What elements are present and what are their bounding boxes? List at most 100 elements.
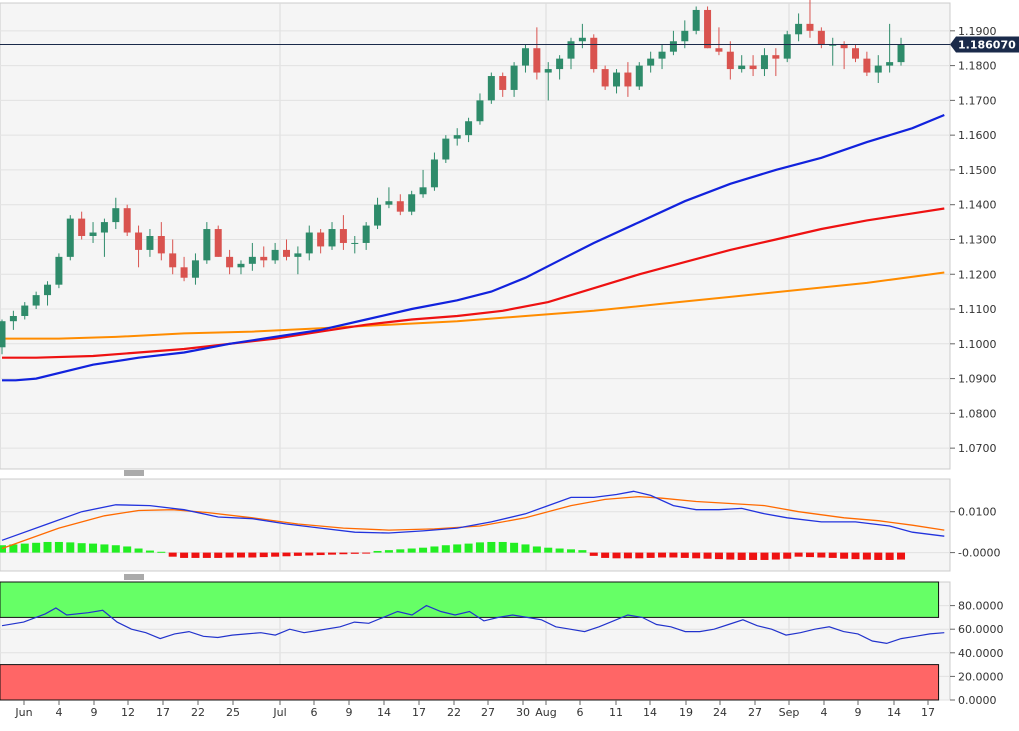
macd-hist-bar [612, 552, 621, 559]
candle-body [191, 260, 199, 278]
candle [271, 242, 279, 264]
macd-hist-bar [555, 548, 564, 553]
candle [203, 222, 211, 264]
candle-body [544, 69, 552, 73]
macd-grid [0, 479, 950, 571]
candle-body [294, 253, 302, 257]
macd-hist-bar [760, 552, 769, 560]
macd-hist-bar [851, 552, 860, 560]
x-tick-label: 4 [821, 706, 828, 719]
candle [487, 72, 495, 104]
candle [556, 55, 564, 80]
macd-hist-bar [840, 552, 849, 559]
candle [44, 281, 52, 306]
price-panel-bg [0, 2, 951, 470]
panel-resize-handle-1[interactable] [124, 470, 144, 476]
candle-body [681, 30, 689, 42]
macd-lines [1, 490, 945, 550]
candle-body [567, 41, 575, 59]
rsi-tick-label: 20.0000 [958, 670, 1004, 683]
candle-body [396, 201, 404, 212]
candle-body [601, 69, 609, 87]
candle [112, 197, 120, 230]
macd-hist-bar [54, 541, 63, 553]
date-x-axis: Jun 4 9 12 17 22 25 Jul 6 9 14 17 22 27 30 Aug 6 11 14 19 24… [14, 700, 935, 719]
candle [840, 41, 848, 70]
macd-hist-bar [453, 544, 462, 553]
candle-body [442, 138, 450, 160]
candle [9, 310, 17, 330]
candle-body [715, 48, 723, 52]
candle-body [533, 48, 541, 73]
macd-hist-bar [180, 552, 189, 558]
candle-body [487, 76, 495, 101]
candle [305, 225, 313, 261]
x-tick-label: 17 [412, 706, 426, 719]
x-tick-label: 14 [377, 706, 391, 719]
macd-hist-bar [669, 552, 678, 558]
macd-hist-bar [794, 552, 803, 557]
sma100-line [2, 207, 945, 359]
x-tick-label: 22 [191, 706, 205, 719]
candle [521, 44, 529, 73]
macd-hist-bar [623, 552, 632, 559]
x-tick-label: 14 [643, 706, 657, 719]
x-tick-label: 9 [346, 706, 353, 719]
price-tick-label: 1.1400 [958, 199, 997, 212]
price-tick-label: 1.1800 [958, 60, 997, 73]
candle [442, 135, 450, 163]
x-tick-label: 4 [56, 706, 63, 719]
macd-hist-bar [316, 552, 325, 556]
candle [806, 0, 814, 38]
candle-body [339, 229, 347, 243]
candle [897, 37, 905, 66]
candle [180, 256, 188, 282]
candle [772, 48, 780, 77]
candle-body [385, 201, 393, 205]
macd-hist-bar [589, 552, 598, 556]
macd-hist-bar [635, 552, 644, 559]
candle-body [829, 44, 837, 46]
candle [738, 55, 746, 73]
candle [430, 152, 438, 191]
sma50-line [2, 113, 945, 382]
candle [647, 51, 655, 73]
rsi-tick-label: 0.0000 [958, 694, 997, 707]
candle [453, 128, 461, 146]
candle-body [897, 44, 905, 63]
macd-hist-bar [362, 552, 371, 554]
candle-body [317, 232, 325, 247]
macd-hist-bar [168, 552, 177, 557]
candle [419, 169, 427, 198]
candle-body [863, 58, 871, 73]
sma100-path [2, 207, 945, 359]
macd-hist-bar [862, 552, 871, 560]
price-tick-label: 1.1100 [958, 303, 997, 316]
panel-resize-handle-2[interactable] [124, 574, 144, 580]
macd-y-axis: 0.0100 -0.0000 [950, 506, 1000, 560]
candle-body [9, 315, 17, 322]
x-tick-label: Sep [779, 706, 800, 719]
x-tick-label: 22 [447, 706, 461, 719]
macd-hist-bar [214, 552, 223, 558]
candle-body [100, 222, 108, 233]
x-tick-label: Aug [535, 706, 556, 719]
macd-hist-bar [396, 549, 405, 553]
rsi-tick-label: 80.0000 [958, 600, 1004, 613]
candle-body [738, 65, 746, 70]
x-tick-label: Jul [272, 706, 286, 719]
candle-body [180, 267, 188, 278]
candle [317, 229, 325, 254]
candle [226, 249, 234, 275]
candle [89, 222, 97, 243]
macd-hist-bar [350, 552, 359, 554]
candle [544, 62, 552, 101]
macd-hist-bar [157, 551, 166, 553]
macd-hist-bar [498, 541, 507, 553]
candle-body [248, 256, 256, 264]
x-tick-label: 27 [748, 706, 762, 719]
price-tick-label: 1.1900 [958, 25, 997, 38]
macd-hist-bar [293, 552, 302, 556]
macd-hist-bar [32, 542, 41, 553]
macd-hist-bar [271, 552, 280, 557]
